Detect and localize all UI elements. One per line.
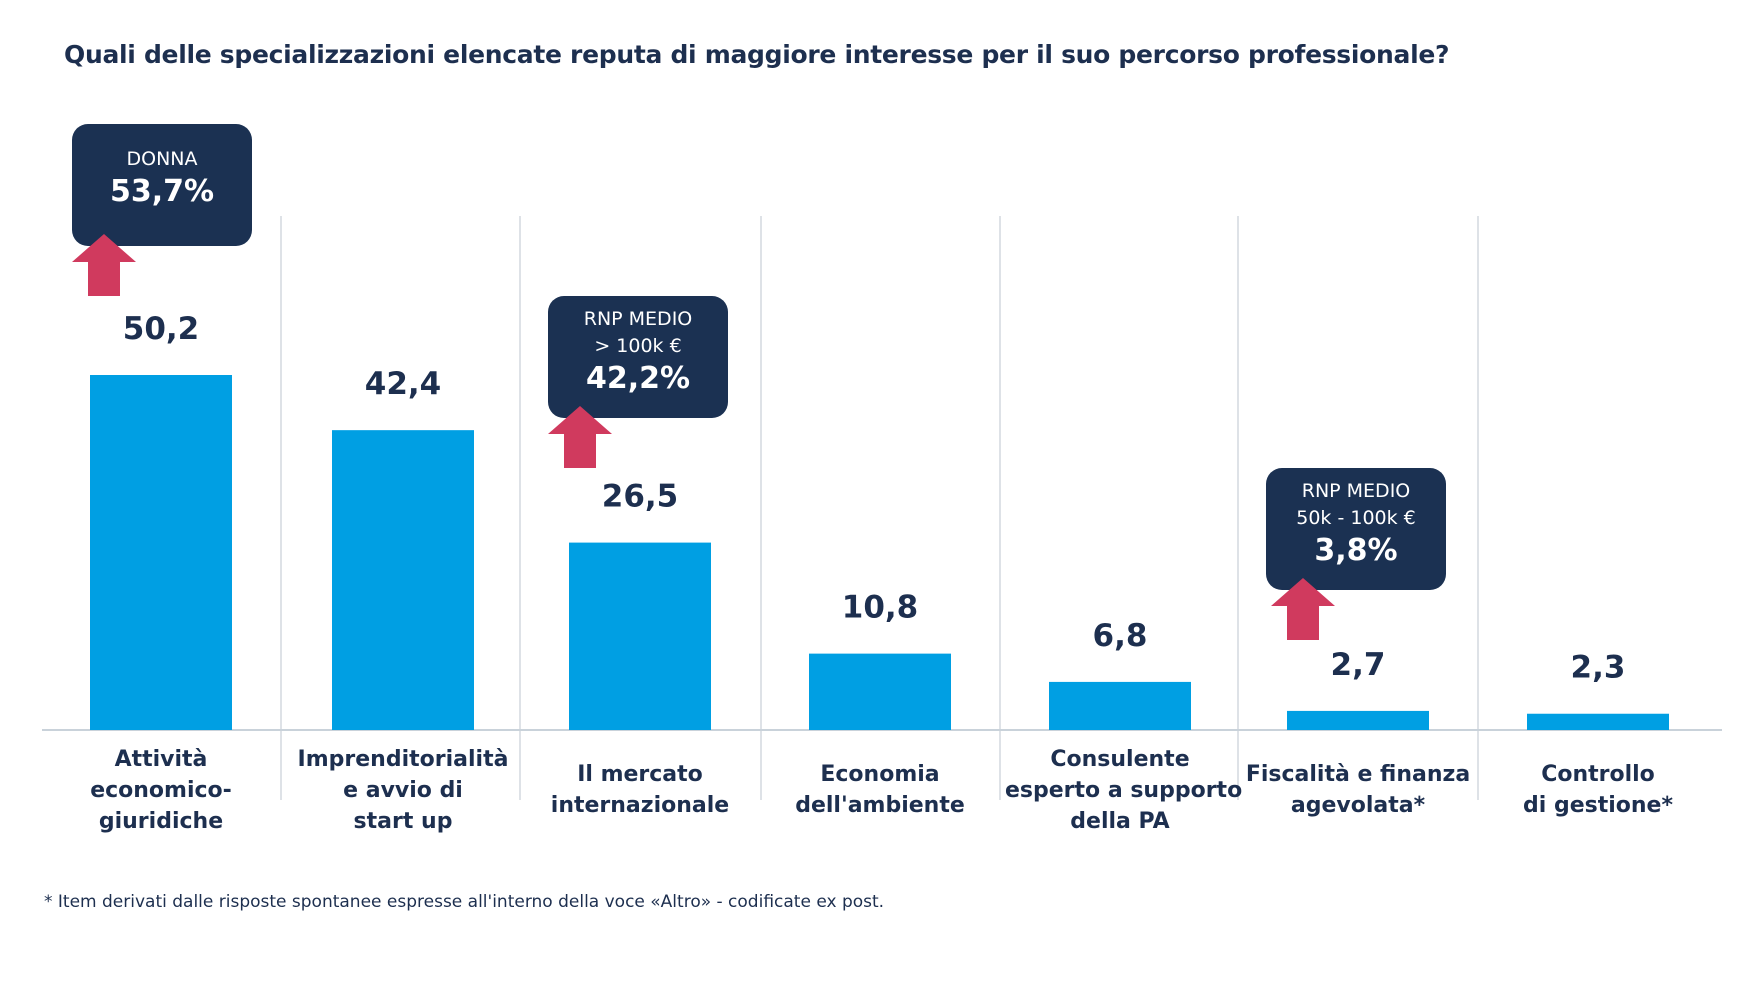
up-arrow-shape bbox=[548, 406, 612, 468]
category-label-line: e avvio di bbox=[343, 777, 463, 803]
category-label: Imprenditorialità e avvio di start up bbox=[288, 744, 518, 837]
bar bbox=[332, 430, 474, 730]
category-label-line: di gestione* bbox=[1523, 793, 1673, 818]
callout-label: DONNA bbox=[126, 148, 198, 170]
category-label-line: dell'ambiente bbox=[795, 793, 965, 818]
callout-label: RNP MEDIO bbox=[583, 308, 693, 330]
data-label: 50,2 bbox=[123, 311, 200, 347]
callout-value: 53,7% bbox=[109, 174, 215, 209]
category-label-line: giuridiche bbox=[98, 808, 224, 834]
bar bbox=[1049, 681, 1191, 730]
category-label-line: Controllo bbox=[1541, 762, 1655, 787]
category-label-line: esperto a supporto bbox=[1005, 777, 1243, 803]
callout-sublabel: 50k - 100k € bbox=[1296, 507, 1416, 529]
category-label: Economia dell'ambiente bbox=[765, 759, 995, 821]
category-label: Consulente esperto a supporto della PA bbox=[1005, 744, 1243, 837]
category-label-line: Il mercato bbox=[577, 762, 703, 787]
callout-box: RNP MEDIO > 100k € 42,2% bbox=[548, 296, 728, 418]
data-label: 2,7 bbox=[1331, 647, 1386, 683]
bar bbox=[1527, 713, 1669, 730]
category-label-line: start up bbox=[353, 808, 453, 834]
category-label-line: della PA bbox=[1070, 808, 1170, 834]
up-arrow-shape bbox=[1271, 578, 1335, 640]
up-arrow-icon bbox=[1271, 578, 1335, 640]
bar bbox=[90, 375, 232, 730]
category-label-line: Imprenditorialità bbox=[297, 746, 509, 772]
category-label-line: agevolata* bbox=[1290, 793, 1426, 818]
bar bbox=[569, 542, 711, 730]
callout-value: 3,8% bbox=[1314, 533, 1398, 568]
bar bbox=[1287, 710, 1429, 730]
data-label: 6,8 bbox=[1093, 618, 1148, 654]
data-label: 26,5 bbox=[602, 479, 679, 515]
category-label-line: Consulente bbox=[1050, 746, 1190, 772]
category-label: Fiscalità e finanza agevolata* bbox=[1243, 759, 1473, 821]
category-label-line: Attività bbox=[114, 746, 208, 772]
data-label: 10,8 bbox=[842, 590, 919, 626]
callout-box: RNP MEDIO 50k - 100k € 3,8% bbox=[1266, 468, 1446, 590]
up-arrow-shape bbox=[72, 234, 136, 296]
callout-box: DONNA 53,7% bbox=[72, 124, 252, 246]
bar bbox=[809, 653, 951, 730]
up-arrow-icon bbox=[72, 234, 136, 296]
category-label-line: internazionale bbox=[550, 793, 730, 818]
callout-sublabel: > 100k € bbox=[594, 335, 682, 357]
data-label: 2,3 bbox=[1571, 650, 1626, 686]
category-label-line: Fiscalità e finanza bbox=[1245, 762, 1471, 787]
category-label-line: economico- bbox=[90, 777, 232, 803]
callout-value: 42,2% bbox=[585, 361, 691, 396]
data-label: 42,4 bbox=[365, 366, 442, 402]
category-label: Attività economico-giuridiche bbox=[46, 744, 276, 837]
category-label-line: Economia bbox=[820, 762, 940, 787]
callout-label: RNP MEDIO bbox=[1301, 480, 1411, 502]
footnote: * Item derivati dalle risposte spontanee… bbox=[44, 892, 885, 912]
chart-title: Quali delle specializzazioni elencate re… bbox=[64, 40, 1450, 69]
up-arrow-icon bbox=[548, 406, 612, 468]
category-label: Controllo di gestione* bbox=[1483, 759, 1713, 821]
category-label: Il mercato internazionale bbox=[525, 759, 755, 821]
